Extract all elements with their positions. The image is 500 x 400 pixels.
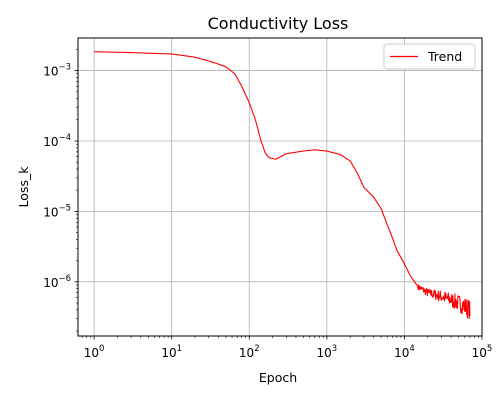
y-tick-label: 10−3	[43, 63, 71, 79]
legend-box	[383, 43, 476, 70]
series-layer	[93, 51, 471, 320]
y-tick-label: 10−5	[43, 203, 71, 219]
x-axis-label: Epoch	[259, 370, 297, 385]
x-tick-label: 100	[84, 344, 105, 360]
x-tick-label: 102	[239, 344, 260, 360]
legend: Trend	[383, 43, 476, 70]
x-tick-label: 105	[472, 344, 493, 360]
x-tick-label: 101	[161, 344, 182, 360]
y-axis-label: Loss_k	[16, 166, 31, 208]
y-tick-label: 10−4	[43, 133, 71, 149]
legend-label-trend: Trend	[427, 49, 462, 64]
y-tick-label: 10−6	[43, 274, 71, 290]
axis-ticks: 100 101 102 103 104 105 10−3 10−4 10−5 10−6	[43, 49, 492, 360]
chart-title: Conductivity Loss	[208, 14, 349, 33]
plot-area	[78, 38, 482, 336]
series-line-trend	[93, 51, 471, 320]
x-tick-label: 103	[316, 344, 337, 360]
x-tick-label: 104	[394, 344, 415, 360]
plot-frame	[77, 37, 483, 337]
